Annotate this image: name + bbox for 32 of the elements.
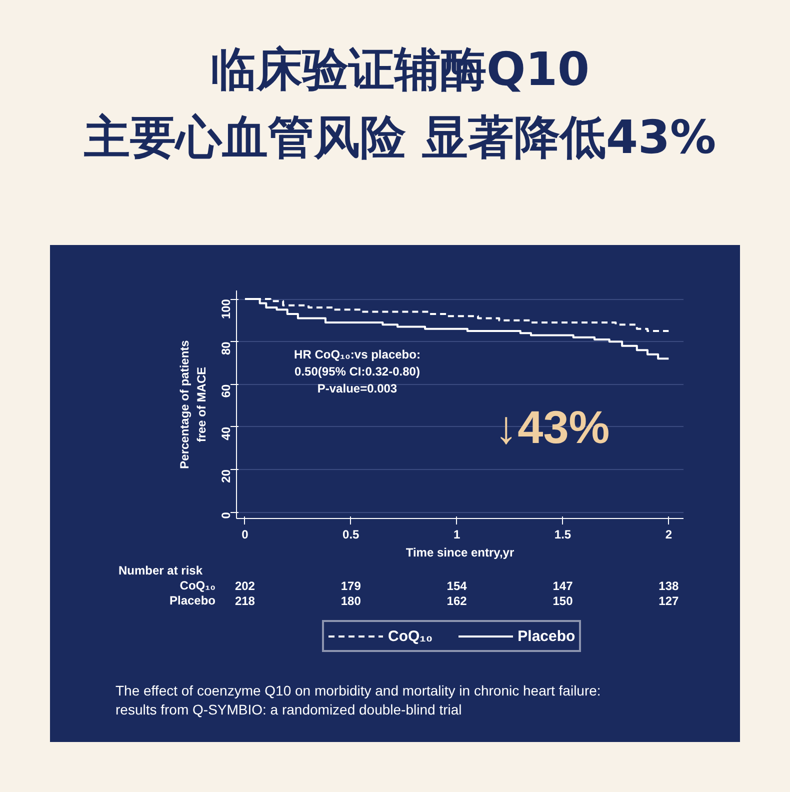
x-tick-label: 0.5	[342, 528, 360, 542]
text: Placebo	[169, 594, 216, 608]
x-tick-label: 2	[665, 528, 672, 542]
x-tick-label: 0	[242, 528, 249, 542]
text: 180	[340, 594, 362, 608]
legend-label: CoQ₁₀	[388, 628, 433, 644]
text: 147	[552, 579, 574, 593]
text: 179	[340, 579, 362, 593]
x-axis-title: Time since entry,yr	[406, 546, 514, 560]
text: 202	[234, 579, 256, 593]
y-tick-label: 60	[219, 384, 233, 398]
y-tick-label: 20	[219, 469, 233, 483]
text: 162	[446, 594, 468, 608]
y-tick-label: 0	[219, 512, 233, 519]
text: 127	[658, 594, 680, 608]
x-tick-label: 1.5	[554, 528, 572, 542]
y-tick-label: 100	[219, 298, 233, 320]
text: 138	[658, 579, 680, 593]
y-tick-label: 40	[219, 426, 233, 440]
annotation: HR CoQ₁₀:vs placebo: 0.50(95% CI:0.32-0.80) P-value=0.003	[294, 348, 420, 396]
text: Number at risk	[118, 564, 203, 578]
legend-label: Placebo	[518, 628, 576, 644]
text: 154	[446, 579, 468, 593]
text: 150	[552, 594, 574, 608]
chart-title: 临床验证辅酶Q10 主要心血管风险 显著降低43%	[84, 41, 716, 166]
text: 218	[234, 594, 256, 608]
y-tick-label: 80	[219, 341, 233, 355]
y-axis-title: Percentage of patients free of MACE	[178, 340, 208, 469]
text: CoQ₁₀	[180, 578, 216, 592]
annotation: ↓43%	[494, 400, 610, 453]
text: The effect of coenzyme Q10 on morbidity and mortality in chronic heart failure: results from Q-SYMBIO: a randomized double-blind trial	[116, 682, 601, 718]
x-tick-label: 1	[453, 528, 460, 542]
